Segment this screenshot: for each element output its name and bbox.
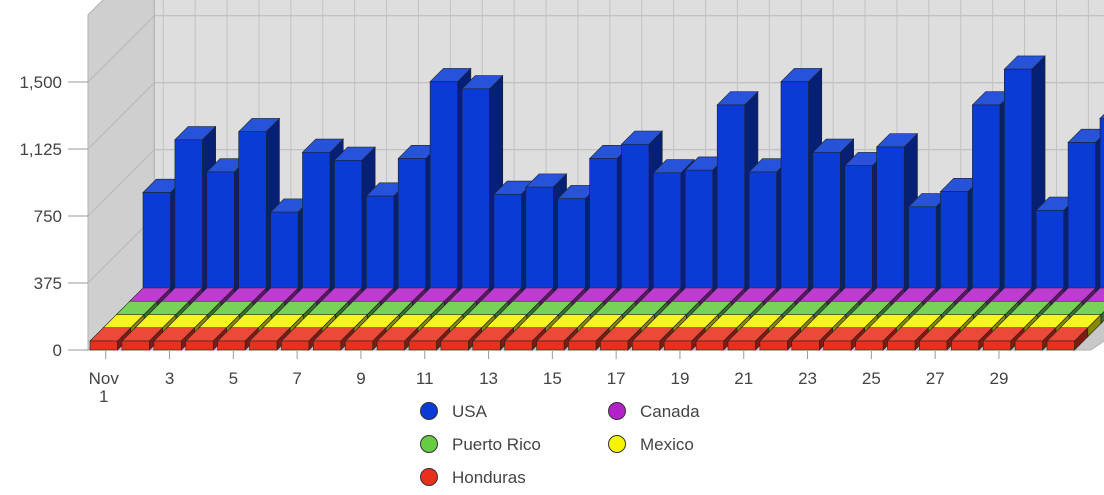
legend-item-canada: Canada — [609, 402, 701, 421]
legend-swatch — [609, 436, 626, 453]
x-tick-label: 13 — [479, 369, 498, 388]
x-tick-label: 7 — [292, 369, 301, 388]
x-tick-sublabel: 1 — [99, 387, 108, 406]
x-tick-label: 23 — [798, 369, 817, 388]
y-tick-label: 375 — [34, 274, 62, 293]
x-tick-label: 17 — [607, 369, 626, 388]
x-tick-label: 9 — [356, 369, 365, 388]
legend-swatch — [609, 403, 626, 420]
legend-label: Canada — [640, 402, 700, 421]
legend-item-honduras: Honduras — [421, 468, 526, 487]
x-tick-label: Nov — [89, 369, 120, 388]
legend-item-usa: USA — [421, 402, 488, 421]
x-tick-label: 15 — [543, 369, 562, 388]
y-tick-label: 1,125 — [19, 140, 62, 159]
legend-item-puerto-rico: Puerto Rico — [421, 435, 541, 454]
legend-label: USA — [452, 402, 488, 421]
y-tick-label: 0 — [53, 341, 62, 360]
bar-usa-30 — [1068, 129, 1104, 297]
legend-label: Puerto Rico — [452, 435, 541, 454]
legend-swatch — [421, 436, 438, 453]
legend-label: Honduras — [452, 468, 526, 487]
legend-swatch — [421, 403, 438, 420]
legend: USA Canada Puerto Rico Mexico Honduras — [421, 402, 701, 487]
x-tick-label: 25 — [862, 369, 881, 388]
x-tick-label: 5 — [229, 369, 238, 388]
x-tick-label: 11 — [416, 369, 434, 388]
x-tick-label: 21 — [734, 369, 753, 388]
legend-item-mexico: Mexico — [609, 435, 694, 454]
x-tick-label: 27 — [926, 369, 945, 388]
legend-label: Mexico — [640, 435, 694, 454]
y-tick-label: 1,500 — [19, 73, 62, 92]
y-axis: 0 375 750 1,125 1,500 — [19, 15, 88, 360]
legend-swatch — [421, 469, 438, 486]
bar-usa-31 — [1100, 105, 1104, 297]
y-tick-label: 750 — [34, 207, 62, 226]
x-tick-label: 29 — [989, 369, 1008, 388]
x-tick-label: 19 — [670, 369, 689, 388]
x-tick-label: 3 — [165, 369, 174, 388]
